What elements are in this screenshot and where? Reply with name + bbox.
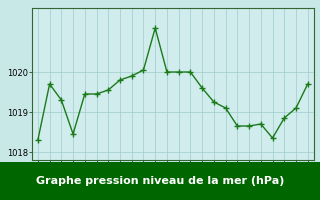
Text: Graphe pression niveau de la mer (hPa): Graphe pression niveau de la mer (hPa) [36, 176, 284, 186]
